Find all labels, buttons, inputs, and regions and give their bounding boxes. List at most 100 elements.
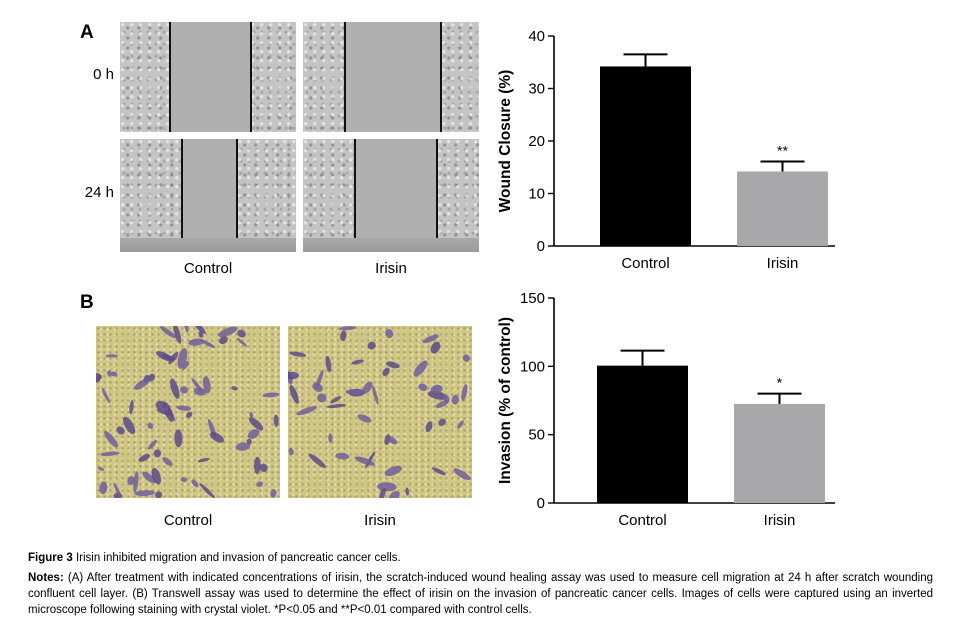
transwell-irisin-stained-cell xyxy=(431,467,446,476)
transwell-control-stained-cell xyxy=(186,411,193,418)
transwell-control-stained-cell xyxy=(188,338,205,346)
figure-notes: Notes: (A) After treatment with indicate… xyxy=(28,570,933,618)
row-label-0h: 0 h xyxy=(93,66,114,83)
transwell-control-stained-cell xyxy=(151,467,162,485)
transwell-irisin-stained-cell xyxy=(345,389,364,396)
transwell-irisin-stained-cell xyxy=(340,330,347,342)
wound-image-control-24h xyxy=(120,139,296,252)
figure-title: Irisin inhibited migration and invasion … xyxy=(75,552,401,564)
transwell-control-stained-cell xyxy=(147,422,154,429)
transwell-control-stained-cell xyxy=(246,438,252,445)
transwell-control-stained-cell xyxy=(218,326,238,337)
transwell-control-stained-cell xyxy=(194,326,206,334)
panel-a-label-control: Control xyxy=(183,260,233,277)
transwell-control-stained-cell xyxy=(155,491,163,498)
invasion-chart-bar-1 xyxy=(734,403,825,503)
figure-caption-title: Figure 3 Irisin inhibited migration and … xyxy=(28,552,933,564)
transwell-irisin-stained-cell xyxy=(461,384,468,402)
transwell-irisin-stained-cell xyxy=(377,482,397,492)
transwell-cells-irisin xyxy=(288,326,471,498)
transwell-irisin-stained-cell xyxy=(379,487,386,498)
transwell-irisin-stained-cell xyxy=(425,421,433,433)
invasion-chart-x-tick-label-0: Control xyxy=(618,512,666,529)
transwell-control-stained-cell xyxy=(177,348,188,369)
transwell-irisin-stained-cell xyxy=(430,384,443,394)
transwell-control-stained-cell xyxy=(259,463,268,473)
panel-b-letter: B xyxy=(80,292,94,313)
transwell-control-stained-cell xyxy=(129,400,134,415)
wound-chart-y-axis-label: Wound Closure (%) xyxy=(497,70,514,213)
panel-a-label-irisin: Irisin xyxy=(375,260,407,277)
transwell-irisin-stained-cell xyxy=(386,361,400,369)
transwell-control-stained-cell xyxy=(270,489,277,498)
transwell-control-stained-cell xyxy=(184,326,189,333)
transwell-irisin-stained-cell xyxy=(442,394,450,403)
wound-closure-chart-svg: 0 10 20 30 40 Control ** Irisin Wound Closure (%… xyxy=(497,28,858,272)
transwell-control-stained-cell xyxy=(197,457,210,463)
transwell-irisin-stained-cell xyxy=(328,433,333,443)
invasion-chart-y-tick-label-1: 50 xyxy=(528,427,545,444)
transwell-control-stained-cell xyxy=(142,471,156,484)
transwell-control-stained-cell xyxy=(123,416,136,435)
transwell-control-stained-cell xyxy=(182,360,189,371)
transwell-irisin-stained-cell xyxy=(362,381,373,394)
wound-chart-bar-0 xyxy=(600,66,691,246)
wound-chart-y-tick-label-3: 30 xyxy=(528,81,545,98)
transwell-control-stained-cell xyxy=(110,371,118,377)
wound-chart-bar-1 xyxy=(737,171,828,246)
transwell-irisin-stained-cell xyxy=(325,355,332,373)
panel-b-label-irisin: Irisin xyxy=(364,512,396,529)
transwell-control-stained-cell xyxy=(199,483,216,498)
transwell-control-stained-cell xyxy=(148,439,157,450)
wound-chart-y-tick-label-1: 10 xyxy=(528,186,545,203)
transwell-control-stained-cell xyxy=(162,457,173,467)
transwell-irisin-stained-cell xyxy=(326,403,347,409)
invasion-chart: 0 50 100 150 Control * Irisin Invasion (% of co… xyxy=(495,285,855,535)
wound-chart-y-tick-label-2: 20 xyxy=(528,133,545,150)
transwell-irisin-stained-cell xyxy=(405,487,410,496)
transwell-irisin-stained-cell xyxy=(438,418,446,426)
transwell-control-stained-cell xyxy=(133,377,151,390)
transwell-control-stained-cell xyxy=(170,378,180,399)
transwell-control-stained-cell xyxy=(133,471,139,493)
transwell-control-stained-cell xyxy=(231,386,238,391)
transwell-irisin-stained-cell xyxy=(315,369,324,389)
wound-chart-y-tick-label-4: 40 xyxy=(528,28,545,45)
transwell-control-stained-cell xyxy=(168,351,179,365)
notes-text: (A) After treatment with indicated conce… xyxy=(28,572,933,616)
transwell-control-stained-cell xyxy=(235,442,251,451)
transwell-control-stained-cell xyxy=(247,429,260,439)
transwell-irisin-stained-cell xyxy=(451,394,459,405)
transwell-irisin-stained-cell xyxy=(382,367,390,377)
transwell-irisin-stained-cell xyxy=(388,491,400,498)
transwell-control-stained-cell xyxy=(105,354,118,358)
transwell-irisin-stained-cell xyxy=(289,351,307,357)
wound-image-irisin-24h xyxy=(303,139,479,252)
transwell-irisin-stained-cell xyxy=(384,465,402,477)
transwell-irisin-stained-cell xyxy=(372,385,379,405)
transwell-control-stained-cell xyxy=(153,449,162,458)
transwell-control-stained-cell xyxy=(163,401,174,422)
transwell-irisin-stained-cell xyxy=(330,396,342,404)
transwell-control-stained-cell xyxy=(253,456,261,474)
transwell-irisin-stained-cell xyxy=(427,390,447,400)
transwell-irisin-stained-cell xyxy=(422,334,439,344)
transwell-control-stained-cell xyxy=(193,387,207,396)
transwell-irisin-stained-cell xyxy=(354,456,376,466)
transwell-control-stained-cell xyxy=(160,326,176,339)
transwell-irisin-stained-cell xyxy=(418,383,428,391)
transwell-irisin-stained-cell xyxy=(312,382,323,392)
transwell-control-stained-cell xyxy=(134,490,155,497)
transwell-control-stained-cell xyxy=(249,417,264,431)
transwell-image-irisin xyxy=(288,326,472,498)
transwell-control-stained-cell xyxy=(113,482,121,497)
transwell-image-control xyxy=(96,326,280,498)
transwell-control-stained-cell xyxy=(200,339,216,348)
invasion-chart-bar-0 xyxy=(597,365,688,503)
transwell-irisin-stained-cell xyxy=(317,393,327,403)
transwell-cells-control xyxy=(96,326,280,498)
wound-chart-x-tick-label-0: Control xyxy=(621,255,669,272)
transwell-control-stained-cell xyxy=(202,376,211,394)
transwell-control-stained-cell xyxy=(116,426,125,435)
transwell-irisin-stained-cell xyxy=(357,414,372,423)
